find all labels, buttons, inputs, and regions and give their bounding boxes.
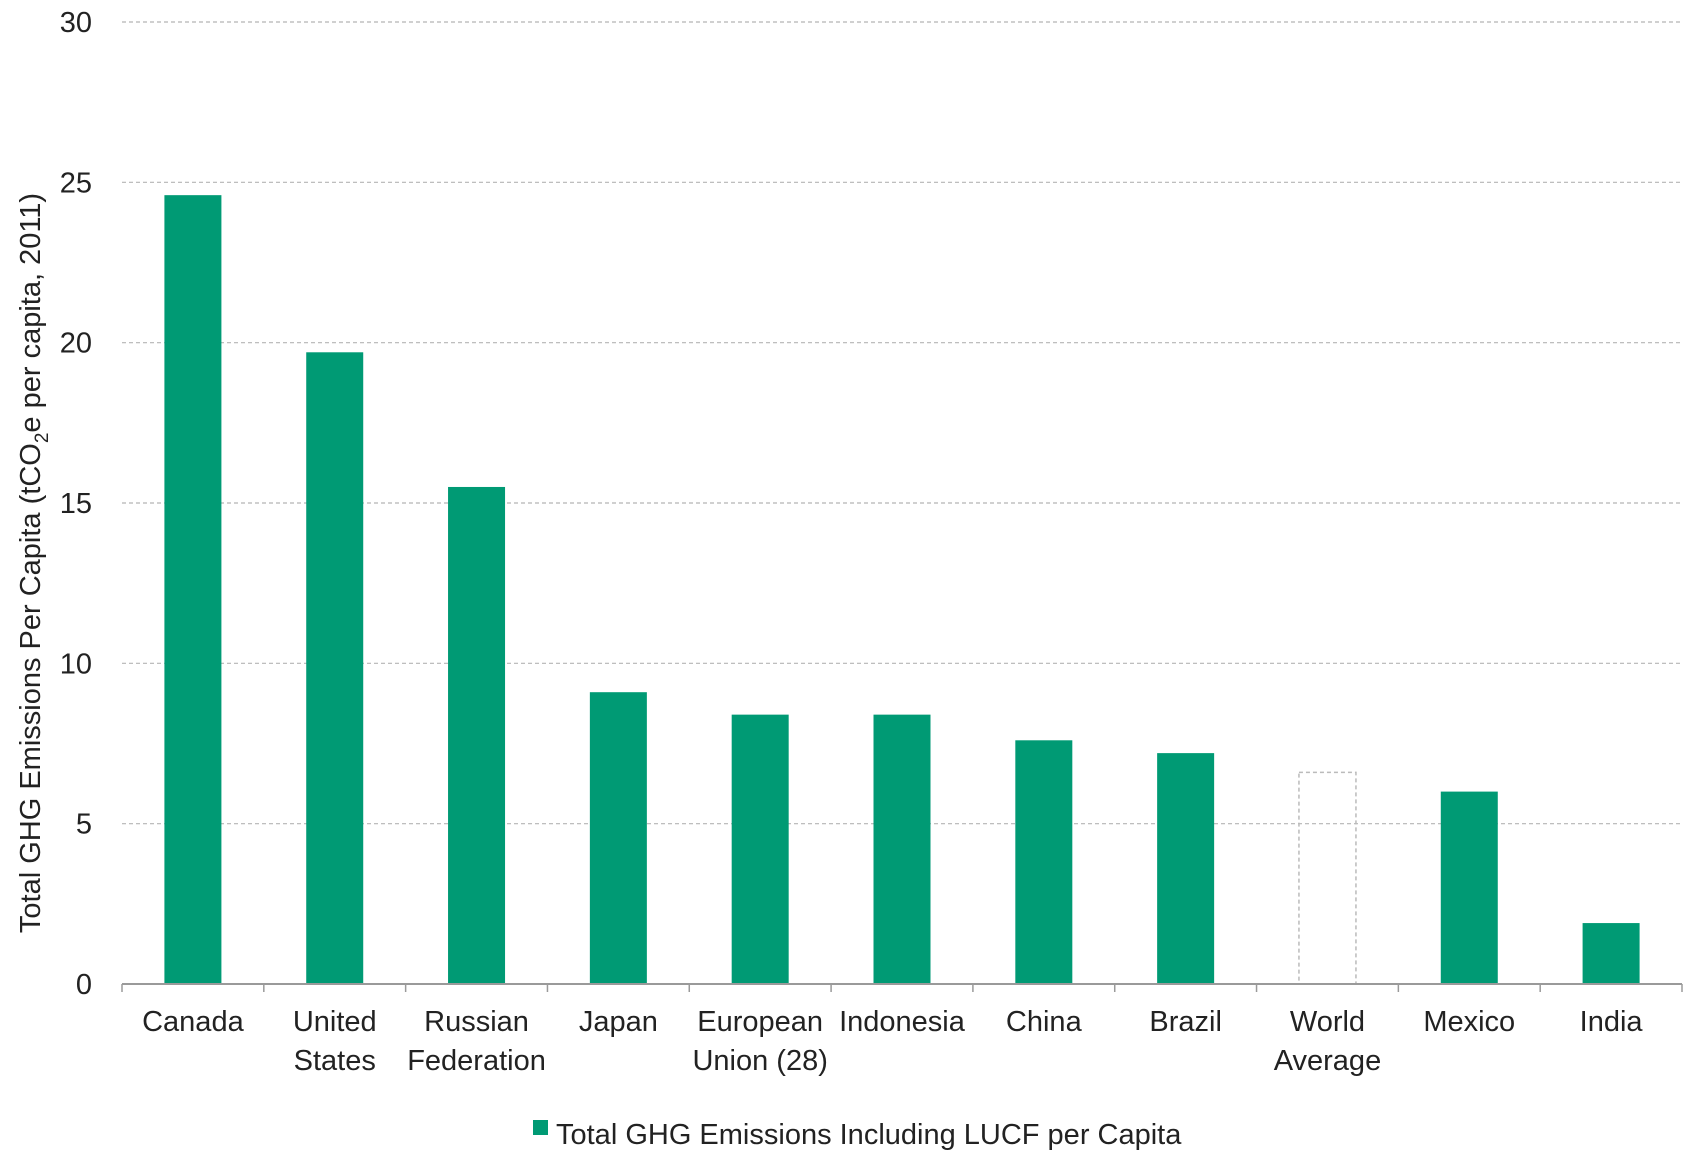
x-axis <box>121 983 1683 992</box>
y-tick-label: 5 <box>76 809 92 841</box>
y-tick-label: 15 <box>60 488 92 520</box>
bar <box>873 714 931 984</box>
y-tick-label: 20 <box>60 328 92 360</box>
bar <box>1157 753 1215 984</box>
y-tick-labels: 0 5 10 15 20 25 30 <box>60 7 92 1001</box>
bar <box>1440 791 1498 984</box>
category-label: Japan <box>579 1006 658 1038</box>
category-label: Indonesia <box>839 1006 966 1038</box>
y-tick-label: 30 <box>60 7 92 39</box>
y-tick-label: 0 <box>76 969 92 1001</box>
bar <box>306 352 364 985</box>
y-tick-label: 25 <box>60 167 92 199</box>
bars <box>164 195 1640 985</box>
bar <box>164 195 222 984</box>
category-label: Canada <box>142 1006 244 1038</box>
category-label: Russian Federation <box>407 1006 546 1077</box>
category-label: Mexico <box>1423 1006 1515 1038</box>
category-label: World Average <box>1274 1006 1382 1077</box>
legend: Total GHG Emissions Including LUCF per C… <box>533 1119 1182 1151</box>
bar <box>589 692 647 984</box>
category-label: China <box>1006 1006 1083 1038</box>
bar <box>1582 923 1640 984</box>
y-tick-label: 10 <box>60 648 92 680</box>
bar <box>731 714 789 984</box>
legend-label: Total GHG Emissions Including LUCF per C… <box>556 1119 1182 1151</box>
category-label: United States <box>293 1006 377 1077</box>
category-labels: Canada United States Russian Federation Japan… <box>142 1006 1643 1077</box>
y-axis-title: Total GHG Emissions Per Capita (tCO2e pe… <box>15 193 53 933</box>
category-label: Brazil <box>1149 1006 1222 1038</box>
category-label: India <box>1580 1006 1644 1038</box>
bar <box>1015 740 1073 984</box>
bar <box>448 486 506 984</box>
legend-swatch <box>533 1120 548 1135</box>
category-label: European Union (28) <box>692 1006 827 1077</box>
bar-outline <box>1298 771 1357 985</box>
